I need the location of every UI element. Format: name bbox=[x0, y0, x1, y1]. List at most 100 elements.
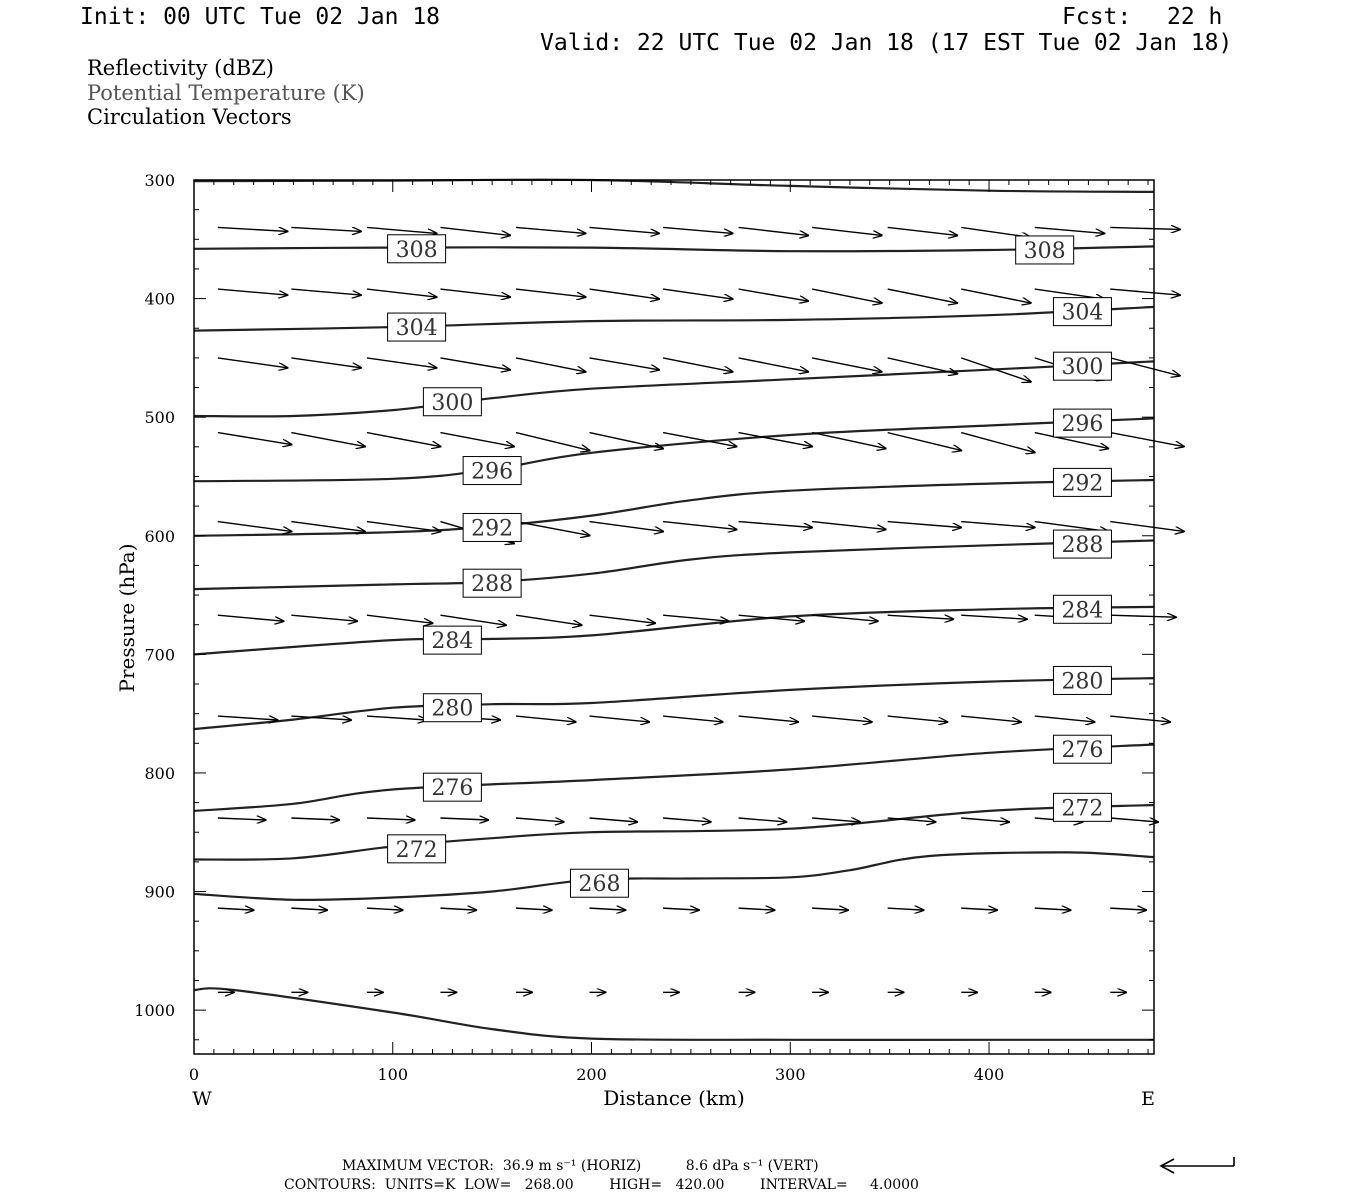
wind-vector bbox=[662, 357, 733, 372]
wind-vector bbox=[812, 908, 848, 910]
wind-vector bbox=[515, 357, 586, 372]
wind-vector bbox=[738, 226, 809, 235]
wind-vector bbox=[812, 614, 878, 621]
wind-vector bbox=[589, 908, 626, 910]
wind-vector bbox=[1110, 288, 1180, 295]
theta-contour bbox=[193, 677, 1155, 731]
wind-vector bbox=[515, 288, 586, 297]
wind-vector bbox=[366, 357, 437, 368]
wind-vector bbox=[811, 431, 886, 449]
wind-vector bbox=[812, 818, 860, 822]
wind-vector bbox=[662, 288, 733, 299]
y-tick-label: 900 bbox=[144, 883, 175, 902]
wind-vector bbox=[663, 614, 729, 621]
contour-label: 276 bbox=[431, 776, 473, 801]
x-tick-label: 200 bbox=[576, 1065, 607, 1084]
wind-vector bbox=[1110, 431, 1184, 447]
x-tick-label: 100 bbox=[377, 1065, 408, 1084]
wind-vector bbox=[1034, 226, 1105, 233]
contour-label-box bbox=[387, 834, 447, 864]
wind-vector bbox=[217, 818, 266, 820]
wind-vector bbox=[738, 614, 805, 621]
wind-vector bbox=[291, 520, 365, 532]
contour-label: 292 bbox=[1061, 471, 1103, 496]
wind-vector bbox=[440, 431, 514, 447]
wind-vector bbox=[217, 357, 288, 368]
wind-vector bbox=[589, 431, 664, 449]
contour-label: 268 bbox=[578, 872, 620, 897]
wind-vector bbox=[1110, 818, 1158, 822]
wind-vector bbox=[366, 908, 403, 910]
theta-contour bbox=[193, 605, 1155, 656]
contour-label-box bbox=[1052, 351, 1112, 381]
wind-vector bbox=[887, 715, 948, 722]
wind-vector bbox=[217, 715, 278, 720]
contour-label: 300 bbox=[1061, 355, 1103, 380]
wind-vector bbox=[887, 520, 962, 528]
contour-label-box bbox=[462, 568, 522, 598]
wind-vector bbox=[440, 288, 510, 297]
contour-label: 308 bbox=[1024, 239, 1066, 264]
wind-vector bbox=[291, 818, 339, 820]
wind-vector bbox=[366, 520, 441, 532]
wind-vector bbox=[812, 715, 872, 722]
forecast-hour-label: Fcst: bbox=[1062, 4, 1132, 30]
wind-vector bbox=[515, 818, 564, 822]
contour-label-box bbox=[1052, 529, 1112, 559]
init-time: Init: 00 UTC Tue 02 Jan 18 bbox=[80, 4, 441, 30]
theta-contour bbox=[193, 245, 1155, 253]
wind-vector bbox=[961, 431, 1035, 453]
wind-vector bbox=[887, 431, 962, 451]
wind-vector bbox=[291, 715, 351, 720]
wind-vector bbox=[217, 520, 292, 532]
wind-vector bbox=[515, 614, 582, 625]
x-axis-title: Distance (km) bbox=[603, 1086, 745, 1110]
contour-label-box bbox=[1052, 467, 1112, 497]
theta-contour bbox=[193, 539, 1155, 591]
contour-label-box bbox=[1052, 594, 1112, 624]
theta-contour bbox=[193, 803, 1155, 861]
contour-label: 296 bbox=[1061, 412, 1103, 437]
wind-vector bbox=[217, 614, 284, 621]
wind-vector bbox=[738, 431, 813, 447]
contour-label-box bbox=[422, 772, 482, 802]
wind-vector bbox=[589, 818, 638, 822]
wind-vector bbox=[440, 614, 506, 625]
contour-label: 284 bbox=[1061, 598, 1103, 623]
contour-label-box bbox=[1052, 297, 1112, 327]
wind-vector bbox=[366, 614, 433, 623]
theta-contour bbox=[193, 851, 1155, 902]
wind-vector bbox=[887, 357, 958, 374]
wind-vector bbox=[961, 908, 997, 910]
y-axis-title: Pressure (hPa) bbox=[115, 544, 139, 693]
wind-vector bbox=[961, 288, 1031, 303]
x-tick-label: 300 bbox=[775, 1065, 806, 1084]
contour-label-box bbox=[462, 512, 522, 542]
wind-vector bbox=[1110, 357, 1180, 376]
x-tick-label: 400 bbox=[974, 1065, 1005, 1084]
wind-vector bbox=[589, 226, 660, 233]
wind-vector bbox=[217, 431, 292, 445]
wind-vector bbox=[961, 715, 1021, 722]
wind-vector bbox=[366, 226, 437, 233]
theta-contour bbox=[193, 360, 1155, 418]
theta-contour bbox=[193, 417, 1155, 483]
contour-label: 296 bbox=[471, 460, 513, 485]
contour-label-box bbox=[462, 456, 522, 486]
wind-vector bbox=[589, 288, 660, 299]
wind-vector bbox=[291, 431, 365, 447]
contour-label: 288 bbox=[1061, 533, 1103, 558]
contour-label: 284 bbox=[431, 629, 473, 654]
forecast-hour-value: 22 h bbox=[1167, 4, 1223, 30]
wind-vector bbox=[961, 818, 1009, 822]
theta-contour bbox=[193, 743, 1155, 812]
contour-label: 272 bbox=[1061, 796, 1103, 821]
plot-frame bbox=[193, 179, 1155, 1055]
wind-vector bbox=[515, 908, 552, 910]
contour-label-box bbox=[422, 693, 482, 723]
wind-vector bbox=[217, 226, 288, 231]
wind-vector bbox=[366, 431, 441, 447]
wind-vector bbox=[1034, 431, 1109, 449]
theta-contour bbox=[193, 478, 1155, 537]
